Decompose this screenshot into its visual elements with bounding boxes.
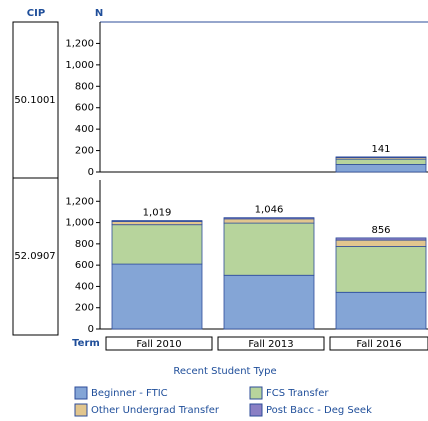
y-tick-label: 600 xyxy=(75,103,94,114)
y-tick-label: 800 xyxy=(75,239,94,250)
x-tick-label: Fall 2010 xyxy=(136,339,181,350)
total-label: 141 xyxy=(371,144,390,155)
x-tick-label: Fall 2013 xyxy=(248,339,293,350)
x-tick-label: Fall 2016 xyxy=(356,339,401,350)
legend-swatch xyxy=(74,386,88,400)
legend-label: Beginner - FTIC xyxy=(91,388,168,399)
bar-segment xyxy=(335,156,427,158)
value-header: N xyxy=(95,8,103,19)
y-tick-label: 600 xyxy=(75,260,94,271)
y-tick-label: 200 xyxy=(75,303,94,314)
y-tick-label: 1,000 xyxy=(65,60,94,71)
bar-segment xyxy=(223,217,315,220)
legend-title: Recent Student Type xyxy=(173,366,276,377)
row-label-box xyxy=(12,177,59,336)
bar-segment xyxy=(223,218,315,224)
y-tick-label: 800 xyxy=(75,81,94,92)
bar-segment xyxy=(335,237,427,241)
legend-swatch xyxy=(249,403,263,417)
bar-segment xyxy=(223,274,315,330)
y-tick-label: 200 xyxy=(75,146,94,157)
legend-label: FCS Transfer xyxy=(266,388,329,399)
bar-segment xyxy=(111,220,203,222)
bar-segment xyxy=(335,239,427,247)
total-label: 856 xyxy=(371,225,390,236)
term-cell xyxy=(105,336,213,351)
bar-segment xyxy=(335,291,427,330)
y-tick-label: 1,200 xyxy=(65,196,94,207)
y-tick-label: 400 xyxy=(75,124,94,135)
row-label: 52.0907 xyxy=(14,251,55,262)
row-label: 50.1001 xyxy=(14,95,55,106)
bar-segment xyxy=(111,263,203,330)
bar-segment xyxy=(111,221,203,226)
row-header: CIP xyxy=(27,8,45,19)
y-tick-label: 0 xyxy=(88,167,94,178)
legend-swatch xyxy=(74,403,88,417)
y-tick-label: 1,200 xyxy=(65,38,94,49)
y-tick-label: 400 xyxy=(75,281,94,292)
y-tick-label: 1,000 xyxy=(65,218,94,229)
term-cell xyxy=(217,336,325,351)
legend-swatch xyxy=(249,386,263,400)
total-label: 1,046 xyxy=(255,205,284,216)
x-header: Term xyxy=(72,338,100,349)
bar-segment xyxy=(111,224,203,265)
bar-segment xyxy=(335,158,427,165)
legend-label: Other Undergrad Transfer xyxy=(91,405,220,416)
term-cell xyxy=(329,336,428,351)
bar-segment xyxy=(223,222,315,276)
legend-label: Post Bacc - Deg Seek xyxy=(266,405,372,416)
y-tick-label: 0 xyxy=(88,324,94,335)
total-label: 1,019 xyxy=(143,208,172,219)
bar-segment xyxy=(335,164,427,173)
bar-segment xyxy=(335,246,427,293)
